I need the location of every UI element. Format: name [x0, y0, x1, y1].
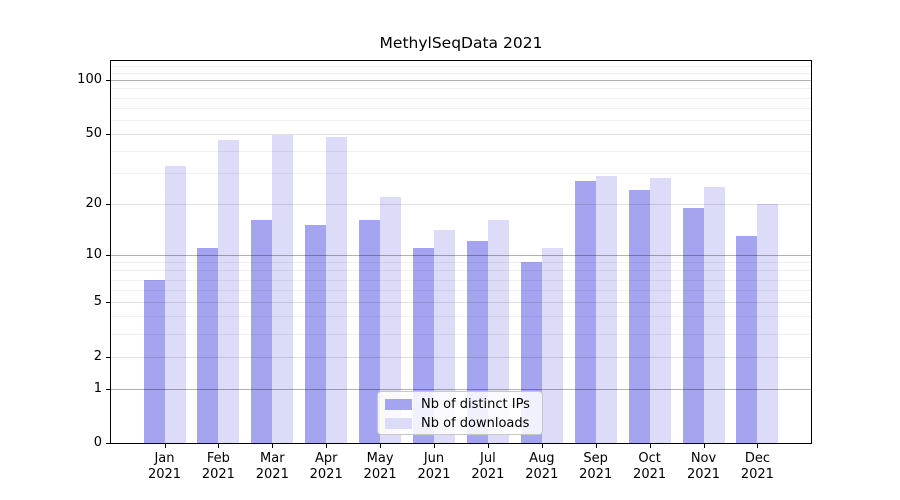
x-tick-mark-apr	[326, 444, 328, 448]
y-tick-label-20: 20	[85, 195, 102, 211]
gridline-minor-7	[111, 279, 811, 281]
gridline-2	[111, 356, 811, 358]
bar-downloads-aug	[541, 247, 563, 443]
bar-downloads-jun	[434, 230, 455, 443]
y-tick-label-50: 50	[85, 125, 102, 141]
chart-title: MethylSeqData 2021	[379, 34, 543, 52]
gridline-minor-120	[111, 66, 811, 68]
y-tick-label-100: 100	[77, 72, 102, 88]
bar-distinct-ips-dec	[736, 235, 758, 443]
legend-label-downloads: Nb of downloads	[421, 416, 530, 431]
x-tick-label-dec: Dec 2021	[740, 451, 774, 482]
bar-distinct-ips-mar	[251, 220, 273, 443]
x-tick-mark-feb	[218, 444, 220, 448]
y-tick-mark-100	[106, 80, 110, 82]
x-tick-label-may: May 2021	[363, 451, 397, 482]
bar-downloads-oct	[649, 178, 671, 443]
gridline-minor-90	[111, 88, 811, 90]
bar-distinct-ips-nov	[682, 207, 704, 443]
x-tick-mark-sep	[595, 444, 597, 448]
x-tick-label-sep: Sep 2021	[579, 451, 613, 482]
y-tick-label-0: 0	[93, 435, 102, 450]
gridline-minor-70	[111, 107, 811, 109]
bar-downloads-mar	[272, 135, 294, 443]
x-tick-label-mar: Mar 2021	[255, 451, 289, 482]
plot-area	[110, 60, 812, 444]
legend-label-distinct-ips: Nb of distinct IPs	[421, 397, 530, 412]
x-tick-mark-jan	[164, 444, 166, 448]
y-tick-mark-50	[106, 133, 110, 135]
x-tick-mark-dec	[757, 444, 759, 448]
legend: Nb of distinct IPs Nb of downloads	[377, 391, 543, 435]
x-tick-label-oct: Oct 2021	[633, 451, 667, 482]
x-tick-mark-jul	[487, 444, 489, 448]
y-tick-label-1: 1	[93, 380, 102, 396]
gridline-minor-60	[111, 119, 811, 121]
bar-downloads-feb	[218, 140, 240, 443]
gridline-minor-80	[111, 97, 811, 99]
bar-downloads-apr	[326, 137, 348, 443]
x-tick-label-apr: Apr 2021	[309, 451, 343, 482]
y-tick-mark-10	[106, 254, 110, 256]
x-tick-mark-oct	[649, 444, 651, 448]
x-tick-mark-may	[380, 444, 382, 448]
y-tick-mark-1	[106, 388, 110, 390]
gridline-1	[111, 388, 811, 390]
bar-distinct-ips-sep	[574, 181, 596, 443]
y-tick-mark-2	[106, 356, 110, 358]
y-tick-label-10: 10	[85, 246, 102, 262]
bar-distinct-ips-feb	[197, 247, 219, 443]
y-tick-label-2: 2	[93, 348, 102, 364]
gridline-minor-40	[111, 151, 811, 153]
bar-distinct-ips-apr	[305, 225, 327, 443]
gridline-minor-110	[111, 72, 811, 74]
y-tick-mark-5	[106, 302, 110, 304]
x-tick-mark-aug	[541, 444, 543, 448]
bar-downloads-dec	[757, 203, 779, 443]
bar-distinct-ips-jan	[143, 279, 165, 443]
bar-downloads-nov	[703, 186, 725, 443]
x-tick-mark-jun	[434, 444, 435, 448]
gridline-minor-8	[111, 270, 811, 272]
x-tick-label-feb: Feb 2021	[201, 451, 235, 482]
x-tick-label-aug: Aug 2021	[525, 451, 559, 482]
legend-item-downloads: Nb of downloads	[378, 414, 542, 433]
y-tick-mark-0	[106, 443, 110, 444]
x-tick-label-nov: Nov 2021	[686, 451, 721, 482]
gridline-10	[111, 254, 811, 256]
gridline-minor-9	[111, 262, 811, 263]
x-tick-label-jan: Jan 2021	[147, 451, 182, 482]
legend-item-distinct-ips: Nb of distinct IPs	[378, 395, 542, 414]
legend-swatch-distinct-ips	[385, 399, 412, 410]
bar-distinct-ips-may	[359, 220, 381, 443]
bar-downloads-jan	[164, 165, 186, 443]
bar-downloads-may	[380, 196, 402, 443]
gridline-minor-30	[111, 173, 811, 175]
gridline-minor-3	[111, 334, 811, 336]
gridline-20	[111, 203, 811, 205]
gridline-50	[111, 133, 811, 135]
x-tick-label-jun: Jun 2021	[417, 451, 451, 482]
bar-downloads-jul	[487, 220, 509, 443]
y-tick-mark-20	[106, 203, 110, 205]
y-tick-label-5: 5	[93, 294, 102, 310]
gridlines-layer	[111, 61, 811, 443]
x-tick-mark-nov	[703, 444, 705, 448]
gridline-minor-4	[111, 316, 811, 318]
bar-downloads-sep	[595, 175, 617, 443]
x-tick-label-jul: Jul 2021	[471, 451, 505, 482]
legend-swatch-downloads	[385, 418, 412, 429]
bar-distinct-ips-oct	[628, 189, 650, 443]
gridline-100	[111, 80, 811, 82]
gridline-5	[111, 302, 811, 304]
x-tick-mark-mar	[272, 444, 274, 448]
gridline-minor-6	[111, 290, 811, 292]
